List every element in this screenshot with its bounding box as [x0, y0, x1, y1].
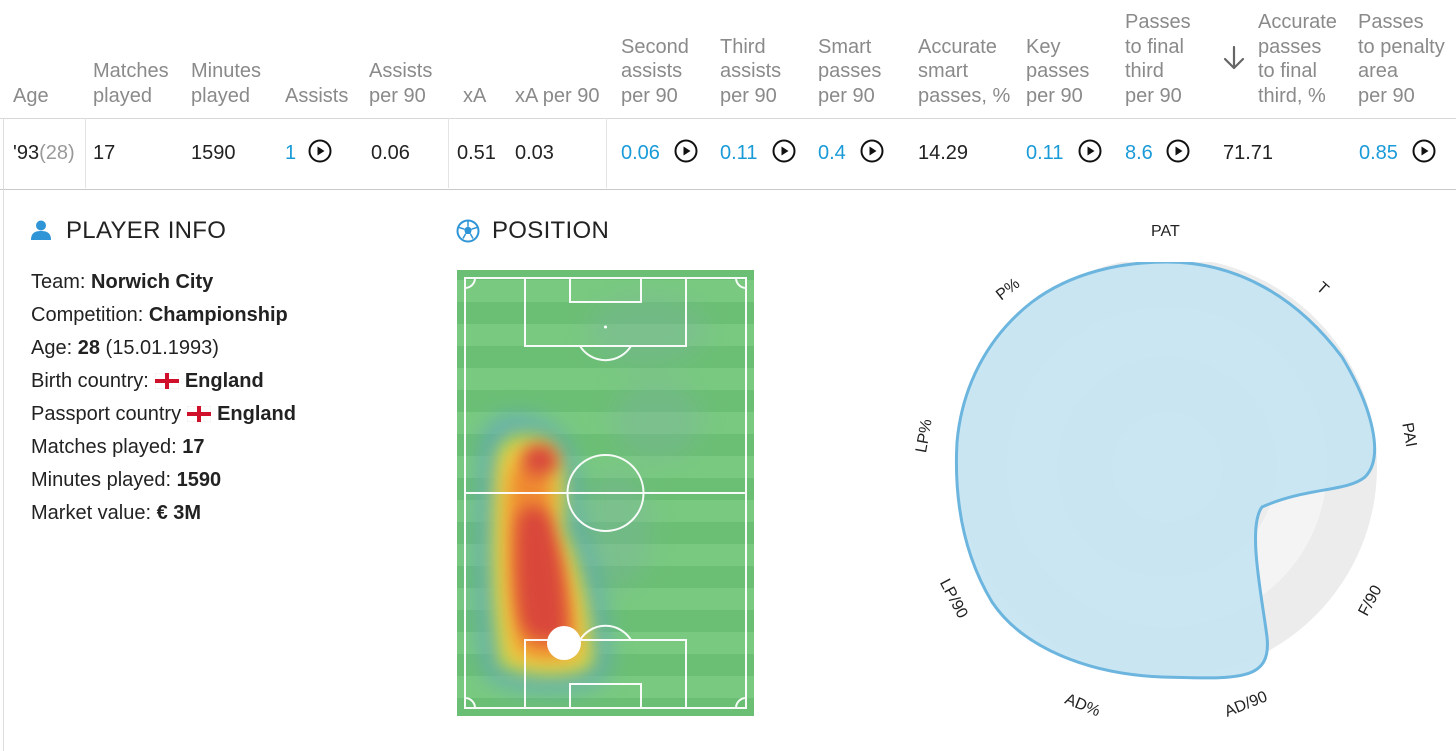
radar-label-pai: PAI [1398, 421, 1420, 449]
sort-down-arrow-icon[interactable] [1222, 44, 1246, 72]
header-third-assists[interactable]: Third assists per 90 [720, 35, 782, 107]
cell-smart-passes[interactable]: 0.4 [818, 142, 846, 164]
person-icon [31, 220, 51, 240]
play-video-icon[interactable] [308, 139, 332, 163]
england-flag-icon [154, 373, 179, 389]
header-matches-played[interactable]: Matches played [93, 60, 169, 107]
radar-label-ad90: AD/90 [1222, 688, 1270, 721]
cell-accurate-final-third: 71.71 [1223, 142, 1274, 164]
play-video-icon[interactable] [772, 139, 796, 163]
header-assists[interactable]: Assists [285, 84, 349, 107]
cell-passes-penalty[interactable]: 0.85 [1359, 142, 1398, 164]
cell-matches: 17 [93, 142, 116, 164]
radar-label-adpct: AD% [1062, 690, 1103, 721]
position-marker [547, 626, 581, 660]
cell-passes-final-third[interactable]: 8.6 [1125, 142, 1153, 164]
cell-third-assists[interactable]: 0.11 [720, 142, 758, 164]
info-team: Team: Norwich City [31, 271, 214, 293]
header-smart-passes[interactable]: Smart passes per 90 [818, 35, 882, 107]
radar-label-lppct: LP% [913, 417, 936, 455]
header-xa[interactable]: xA [463, 84, 487, 107]
soccer-ball-icon [456, 219, 480, 243]
play-video-icon[interactable] [860, 139, 884, 163]
cell-key-passes[interactable]: 0.11 [1026, 142, 1064, 164]
cell-accurate-smart: 14.29 [918, 142, 969, 164]
info-competition: Competition: Championship [31, 304, 288, 326]
cell-age: '93(28) [13, 142, 75, 164]
play-video-icon[interactable] [1078, 139, 1102, 163]
info-age: Age: 28 (15.01.1993) [31, 337, 219, 359]
info-passport-country: Passport country England [31, 403, 296, 425]
info-birth-country: Birth country: England [31, 370, 264, 392]
play-video-icon[interactable] [1166, 139, 1190, 163]
header-minutes-played[interactable]: Minutes played [191, 60, 262, 107]
header-key-passes[interactable]: Key passes per 90 [1026, 35, 1090, 107]
column-divider [448, 118, 449, 188]
info-market-value: Market value: € 3M [31, 502, 202, 524]
table-header: Age Matches played Minutes played Assists … [0, 0, 1456, 118]
radar-chart [954, 262, 1377, 680]
header-passes-penalty[interactable]: Passes to penalty area per 90 [1358, 11, 1445, 107]
play-video-icon[interactable] [1412, 139, 1436, 163]
header-second-assists[interactable]: Second assists per 90 [621, 35, 689, 107]
column-divider [85, 118, 86, 188]
cell-minutes: 1590 [191, 142, 236, 164]
cell-xa-per90: 0.03 [515, 142, 554, 164]
table-row [0, 118, 1456, 190]
england-flag-icon [187, 406, 212, 422]
column-divider [606, 118, 607, 188]
heatmap-pitch [457, 270, 754, 716]
cell-assists-per90: 0.06 [371, 142, 410, 164]
position-title: POSITION [492, 217, 610, 244]
header-passes-final-third[interactable]: Passes to final third per 90 [1125, 11, 1191, 107]
header-accurate-final-third[interactable]: Accurate passes to final third, % [1258, 11, 1337, 107]
player-info-title: PLAYER INFO [66, 217, 227, 244]
cell-xa: 0.51 [457, 142, 496, 164]
play-video-icon[interactable] [674, 139, 698, 163]
cell-second-assists[interactable]: 0.06 [621, 142, 660, 164]
header-age[interactable]: Age [13, 84, 49, 107]
panel-left-border [3, 118, 4, 751]
info-minutes: Minutes played: 1590 [31, 469, 222, 491]
header-accurate-smart[interactable]: Accurate smart passes, % [918, 35, 1011, 107]
header-assists-per90[interactable]: Assists per 90 [369, 60, 433, 107]
cell-assists[interactable]: 1 [285, 142, 297, 164]
radar-label-pat: PAT [1151, 223, 1180, 240]
info-matches: Matches played: 17 [31, 436, 205, 458]
header-xa-per90[interactable]: xA per 90 [515, 84, 600, 107]
